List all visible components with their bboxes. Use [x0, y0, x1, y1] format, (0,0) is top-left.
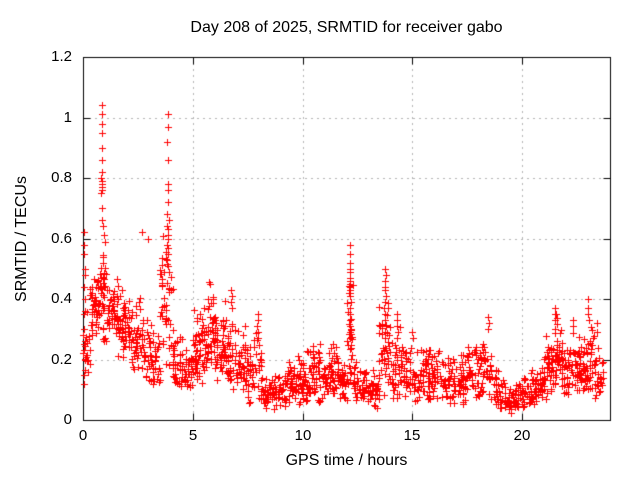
- y-tick-label: 0.8: [51, 169, 72, 186]
- x-tick-label: 0: [78, 427, 88, 444]
- y-tick-label: 1: [63, 109, 72, 126]
- x-tick-label: 5: [188, 427, 198, 444]
- x-tick-label: 20: [513, 427, 531, 444]
- y-tick-label: 1.2: [51, 48, 72, 65]
- y-tick-label: 0.4: [51, 290, 72, 307]
- x-tick-label: 10: [294, 427, 312, 444]
- y-tick-label: 0.6: [51, 230, 72, 247]
- x-axis-label: GPS time / hours: [285, 452, 408, 469]
- y-tick-label: 0.2: [51, 351, 72, 368]
- chart-title: Day 208 of 2025, SRMTID for receiver gab…: [190, 19, 503, 36]
- y-tick-label: 0: [63, 411, 72, 428]
- x-tick-label: 15: [403, 427, 421, 444]
